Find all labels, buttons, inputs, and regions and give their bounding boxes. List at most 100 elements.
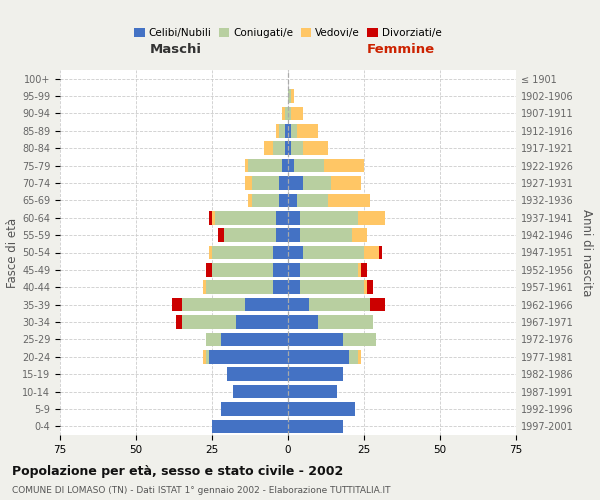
- Bar: [325, 159, 364, 172]
- Bar: [364, 246, 379, 260]
- Bar: [300, 280, 364, 294]
- Bar: [224, 228, 276, 242]
- Bar: [236, 315, 288, 329]
- Bar: [276, 228, 288, 242]
- Y-axis label: Anni di nascita: Anni di nascita: [580, 209, 593, 296]
- Bar: [279, 176, 288, 190]
- Bar: [288, 332, 343, 346]
- Y-axis label: Fasce di età: Fasce di età: [6, 218, 19, 288]
- Bar: [288, 194, 297, 207]
- Bar: [273, 263, 288, 276]
- Bar: [361, 263, 367, 276]
- Bar: [221, 332, 288, 346]
- Bar: [300, 211, 358, 224]
- Bar: [297, 124, 319, 138]
- Bar: [273, 246, 288, 260]
- Bar: [303, 176, 331, 190]
- Bar: [288, 106, 291, 120]
- Bar: [303, 142, 328, 155]
- Bar: [370, 298, 385, 312]
- Bar: [288, 420, 343, 433]
- Bar: [358, 211, 385, 224]
- Bar: [212, 263, 273, 276]
- Bar: [288, 159, 294, 172]
- Bar: [349, 350, 358, 364]
- Bar: [285, 142, 288, 155]
- Bar: [367, 280, 373, 294]
- Bar: [379, 246, 382, 260]
- Bar: [248, 159, 282, 172]
- Bar: [227, 368, 288, 381]
- Bar: [218, 228, 224, 242]
- Bar: [288, 176, 303, 190]
- Bar: [303, 246, 364, 260]
- Bar: [212, 211, 215, 224]
- Bar: [182, 298, 245, 312]
- Bar: [352, 228, 367, 242]
- Bar: [288, 124, 291, 138]
- Bar: [288, 246, 303, 260]
- Bar: [288, 90, 291, 103]
- Bar: [172, 298, 182, 312]
- Bar: [273, 280, 288, 294]
- Bar: [288, 350, 349, 364]
- Bar: [288, 280, 300, 294]
- Bar: [291, 124, 297, 138]
- Text: COMUNE DI LOMASO (TN) - Dati ISTAT 1° gennaio 2002 - Elaborazione TUTTITALIA.IT: COMUNE DI LOMASO (TN) - Dati ISTAT 1° ge…: [12, 486, 391, 495]
- Bar: [285, 124, 288, 138]
- Bar: [297, 194, 328, 207]
- Bar: [288, 402, 355, 415]
- Bar: [212, 420, 288, 433]
- Bar: [206, 280, 273, 294]
- Bar: [245, 298, 288, 312]
- Bar: [288, 315, 319, 329]
- Bar: [288, 211, 300, 224]
- Bar: [279, 194, 288, 207]
- Bar: [309, 298, 370, 312]
- Bar: [251, 176, 279, 190]
- Text: Popolazione per età, sesso e stato civile - 2002: Popolazione per età, sesso e stato civil…: [12, 464, 343, 477]
- Bar: [291, 142, 303, 155]
- Bar: [288, 385, 337, 398]
- Text: Maschi: Maschi: [149, 43, 202, 56]
- Bar: [279, 124, 285, 138]
- Bar: [176, 315, 182, 329]
- Bar: [209, 246, 212, 260]
- Bar: [215, 211, 276, 224]
- Bar: [282, 106, 285, 120]
- Bar: [182, 315, 236, 329]
- Bar: [203, 280, 206, 294]
- Bar: [209, 211, 212, 224]
- Bar: [343, 332, 376, 346]
- Bar: [294, 159, 325, 172]
- Bar: [206, 350, 209, 364]
- Bar: [364, 280, 367, 294]
- Bar: [203, 350, 206, 364]
- Bar: [300, 263, 358, 276]
- Bar: [288, 298, 309, 312]
- Bar: [221, 402, 288, 415]
- Bar: [248, 194, 251, 207]
- Bar: [206, 263, 212, 276]
- Bar: [291, 106, 303, 120]
- Bar: [288, 142, 291, 155]
- Bar: [285, 106, 288, 120]
- Text: Femmine: Femmine: [367, 43, 434, 56]
- Bar: [245, 176, 251, 190]
- Bar: [358, 263, 361, 276]
- Bar: [206, 332, 221, 346]
- Bar: [288, 263, 300, 276]
- Bar: [263, 142, 273, 155]
- Bar: [276, 124, 279, 138]
- Bar: [209, 350, 288, 364]
- Bar: [273, 142, 285, 155]
- Bar: [233, 385, 288, 398]
- Bar: [328, 194, 370, 207]
- Bar: [291, 90, 294, 103]
- Bar: [288, 228, 300, 242]
- Legend: Celibi/Nubili, Coniugati/e, Vedovi/e, Divorziati/e: Celibi/Nubili, Coniugati/e, Vedovi/e, Di…: [130, 24, 446, 42]
- Bar: [358, 350, 361, 364]
- Bar: [251, 194, 279, 207]
- Bar: [300, 228, 352, 242]
- Bar: [212, 246, 273, 260]
